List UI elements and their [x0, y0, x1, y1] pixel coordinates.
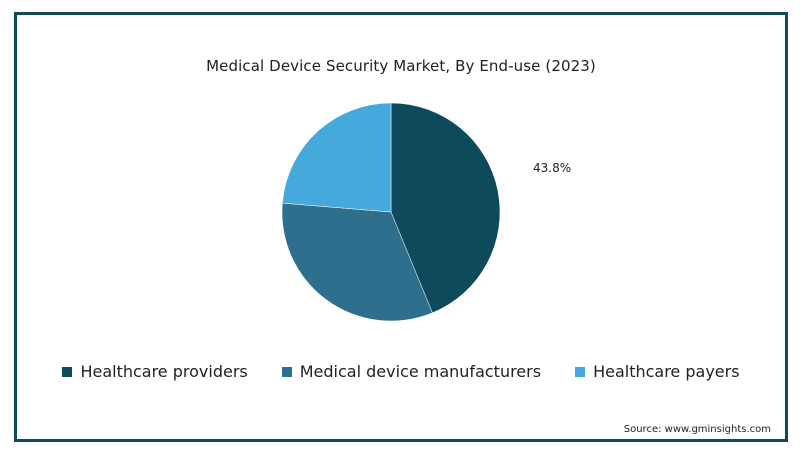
legend-label: Healthcare payers	[593, 362, 740, 381]
chart-title: Medical Device Security Market, By End-u…	[206, 57, 596, 75]
pie-slice-healthcare-providers	[390, 102, 501, 314]
pie-chart: 43.8%	[281, 102, 571, 322]
legend-label: Healthcare providers	[80, 362, 248, 381]
legend-item-medical-device-manufacturers: Medical device manufacturers	[281, 362, 542, 381]
chart-legend: Healthcare providers Medical device manu…	[17, 362, 785, 381]
legend-item-healthcare-payers: Healthcare payers	[575, 362, 740, 381]
legend-swatch	[62, 366, 73, 377]
pie-slice-healthcare-payers	[282, 102, 392, 213]
pie-data-label: 43.8%	[533, 161, 571, 175]
pie-slice-medical-device-manufacturers	[281, 202, 433, 322]
legend-item-healthcare-providers: Healthcare providers	[62, 362, 248, 381]
legend-label: Medical device manufacturers	[299, 362, 542, 381]
legend-swatch	[281, 366, 292, 377]
source-note: Source: www.gminsights.com	[623, 424, 771, 435]
chart-frame: Medical Device Security Market, By End-u…	[14, 12, 788, 442]
legend-swatch	[575, 366, 586, 377]
